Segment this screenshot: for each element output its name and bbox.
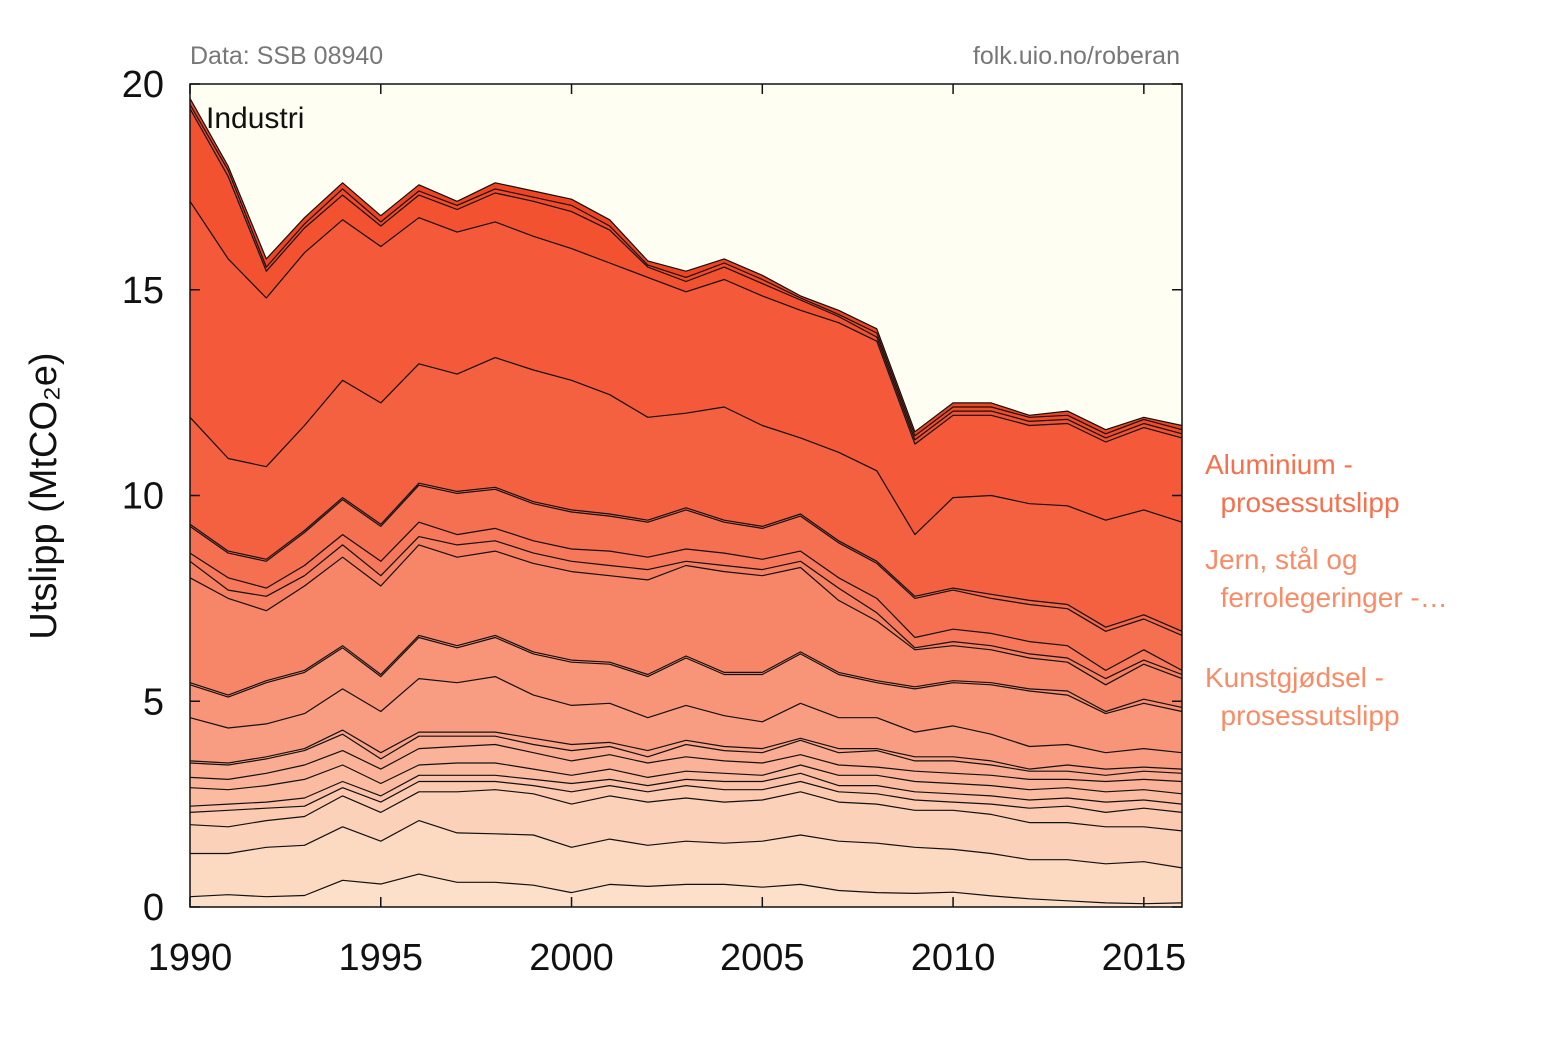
y-tick-label: 20 — [122, 64, 164, 106]
boundary-line-16 — [189, 484, 1183, 636]
boundary-line-6 — [189, 762, 1183, 795]
boundary-line-22 — [189, 98, 1183, 433]
boundary-line-13 — [189, 544, 1183, 686]
source-right: folk.uio.no/roberan — [973, 42, 1180, 70]
x-tick-label: 1995 — [338, 937, 423, 979]
x-tick-label: 2010 — [911, 937, 996, 979]
x-tick-label: 1990 — [148, 937, 233, 979]
boundary-line-18 — [189, 357, 1183, 536]
category-label-line: Kunstgjødsel - — [1205, 662, 1384, 693]
boundary-line-9 — [189, 729, 1183, 770]
x-tick-label: 2005 — [720, 937, 805, 979]
category-label-line: prosessutslipp — [1205, 487, 1400, 518]
y-tick-label: 15 — [122, 270, 164, 312]
x-tick-labels: 1990 1995 2000 2005 2010 2015 — [148, 937, 1186, 979]
y-tick-label: 10 — [122, 476, 164, 518]
source-left: Data: SSB 08940 — [190, 42, 383, 70]
y-tick-label: 0 — [143, 887, 164, 929]
boundary-line-21 — [189, 104, 1183, 437]
y-tick-labels: 0 5 10 15 20 — [122, 64, 164, 929]
annotation-industri: Industri — [206, 102, 304, 135]
boundary-line-4 — [189, 780, 1183, 814]
boundary-line-17 — [189, 482, 1183, 632]
stacked-areas — [189, 97, 1183, 908]
boundary-line-12 — [189, 634, 1183, 713]
boundary-line-8 — [189, 733, 1183, 776]
y-tick-label: 5 — [143, 681, 164, 723]
category-labels: Aluminium - prosessutslipp Jern, stål og … — [1205, 449, 1448, 731]
x-tick-label: 2000 — [529, 937, 614, 979]
boundary-line-20 — [189, 108, 1183, 441]
category-label-1: Aluminium - prosessutslipp — [1205, 449, 1400, 518]
axis-ticks — [189, 83, 1182, 908]
boundary-line-5 — [189, 772, 1183, 807]
category-label-line: Aluminium - — [1205, 449, 1353, 480]
category-label-3: Kunstgjødsel - prosessutslipp — [1205, 662, 1400, 731]
boundary-line-3 — [189, 789, 1183, 832]
boundary-line-15 — [189, 521, 1183, 672]
boundary-lines — [189, 98, 1183, 905]
boundary-line-7 — [189, 743, 1183, 783]
boundary-line-14 — [189, 535, 1183, 680]
boundary-line-11 — [189, 636, 1183, 715]
boundary-line-1 — [189, 873, 1183, 905]
category-label-line: ferrolegeringer -… — [1205, 582, 1448, 613]
boundary-line-10 — [189, 675, 1183, 754]
x-tick-label: 2015 — [1102, 937, 1187, 979]
category-label-line: prosessutslipp — [1205, 700, 1400, 731]
boundary-line-19 — [189, 200, 1183, 445]
y-axis-label: Utslipp (MtCO₂e) — [23, 352, 65, 639]
category-label-line: Jern, stål og — [1205, 544, 1358, 575]
category-label-2: Jern, stål og ferrolegeringer -… — [1205, 544, 1448, 613]
boundary-line-2 — [190, 819, 1183, 869]
